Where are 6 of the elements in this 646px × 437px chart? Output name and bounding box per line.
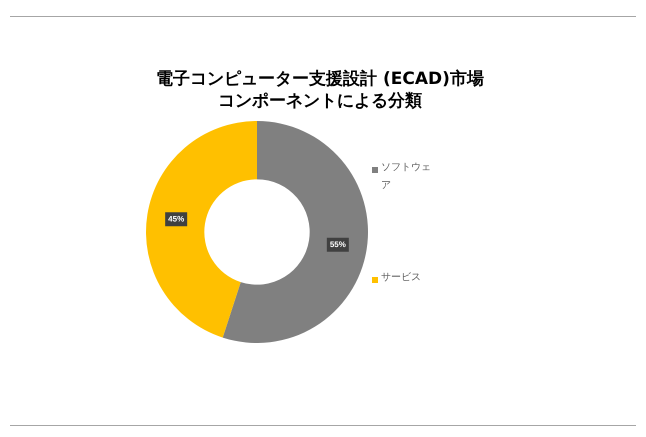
legend-label: サービス [381, 271, 422, 285]
chart-title: 電子コンピューター支援設計 (ECAD)市場 [155, 68, 485, 90]
data-label: 55% [330, 240, 346, 250]
legend-label: ソフトウェア [381, 161, 432, 193]
data-label: 45% [168, 214, 184, 224]
chart-subtitle: コンポーネントによる分類 [217, 90, 423, 112]
